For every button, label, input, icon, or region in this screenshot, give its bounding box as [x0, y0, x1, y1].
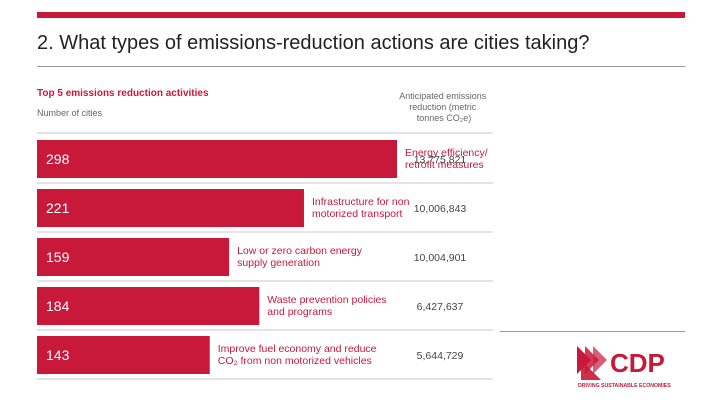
anticipated-reduction-value: 5,644,729 — [417, 350, 464, 362]
category-label: Improve fuel economy and reduce CO₂ from … — [218, 343, 377, 367]
value-column-header: Anticipated emissions reduction (metric … — [399, 91, 489, 123]
category-label-line: and programs — [267, 306, 332, 318]
cdp-logo-text: CDP — [610, 348, 665, 378]
chart-title: Top 5 emissions reduction activities — [37, 88, 209, 99]
value-column-header-line-2: reduction (metric — [409, 102, 477, 112]
bar-value-label: 143 — [46, 347, 70, 363]
category-label-line: supply generation — [237, 257, 320, 269]
top-accent-bar — [37, 12, 685, 18]
category-label-line: Energy efficiency/ — [405, 147, 488, 159]
value-column-header-line-3: tonnes CO₂e) — [417, 113, 472, 123]
bar-value-label: 298 — [46, 151, 70, 167]
title-divider — [37, 66, 685, 67]
anticipated-reduction-value: 13,775,821 — [414, 154, 467, 166]
category-label: Infrastructure for non motorized transpor… — [312, 196, 410, 220]
bar — [37, 189, 304, 227]
bar — [37, 336, 210, 374]
bar-value-label: 221 — [46, 200, 70, 216]
anticipated-reduction-value: 10,004,901 — [414, 252, 467, 264]
bar-rows: 298 Energy efficiency/retrofit measures13… — [37, 140, 493, 380]
category-label: Low or zero carbon energy supply generati… — [237, 245, 363, 269]
category-label: Waste prevention policies and programs — [267, 294, 386, 318]
category-label-line: retrofit measures — [405, 159, 484, 171]
category-label-line: Low or zero carbon energy — [237, 245, 363, 257]
logo-divider — [500, 331, 685, 332]
bar-value-label: 159 — [46, 249, 70, 265]
bar — [37, 287, 260, 325]
anticipated-reduction-value: 10,006,843 — [414, 203, 467, 215]
cdp-logo-tagline: DRIVING SUSTAINABLE ECONOMIES — [578, 383, 671, 389]
bar — [37, 140, 397, 178]
cdp-logo-mark-icon — [577, 346, 607, 380]
category-label-line: motorized transport — [312, 208, 403, 220]
bar-value-label: 184 — [46, 298, 70, 314]
category-label-line: Infrastructure for non — [312, 196, 410, 208]
slide-title: 2. What types of emissions-reduction act… — [37, 32, 590, 54]
anticipated-reduction-value: 6,427,637 — [417, 301, 464, 313]
cdp-logo: CDP DRIVING SUSTAINABLE ECONOMIES — [577, 346, 671, 389]
category-label: Energy efficiency/retrofit measures — [405, 147, 488, 171]
category-label-line: Improve fuel economy and reduce — [218, 343, 377, 355]
category-label-line: Waste prevention policies — [267, 294, 386, 306]
value-column-header-line-1: Anticipated emissions — [399, 91, 487, 101]
chart-subtitle: Number of cities — [37, 108, 103, 118]
category-label-line: CO₂ from non motorized vehicles — [218, 355, 372, 367]
bar — [37, 238, 230, 276]
